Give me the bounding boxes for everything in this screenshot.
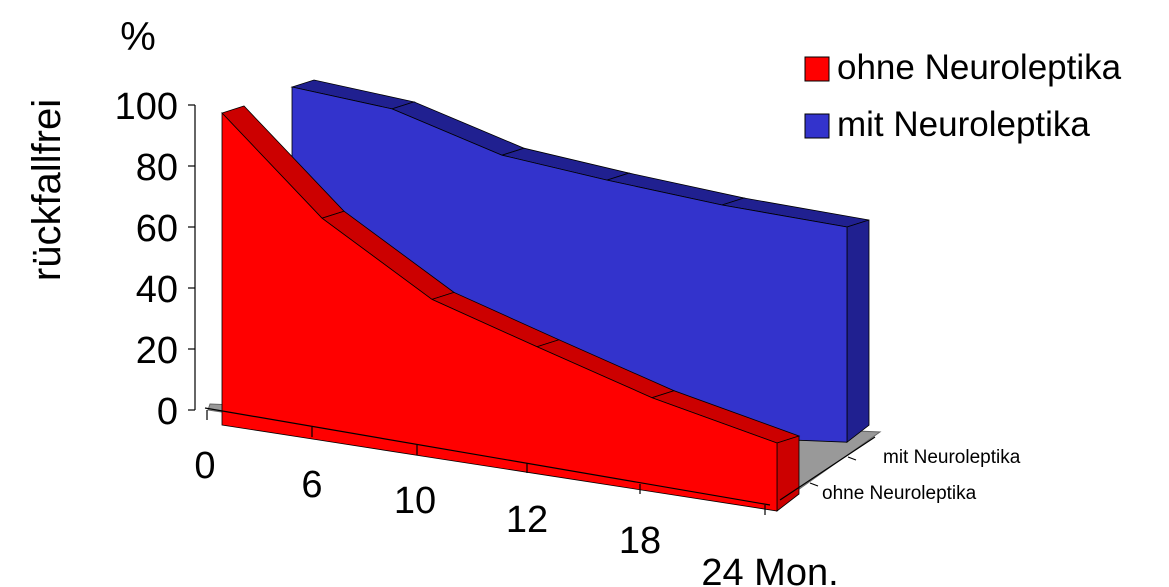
x-tick-label: 10 <box>394 480 436 522</box>
depth-tick-mark <box>809 482 819 487</box>
series-end-cap <box>846 219 870 444</box>
legend-swatch <box>804 113 830 139</box>
y-tick-label: 80 <box>136 147 178 189</box>
depth-axis-label: mit Neuroleptika <box>883 447 1021 468</box>
y-tick-label: 100 <box>115 86 178 128</box>
series-ohne-neuroleptika <box>221 105 801 512</box>
legend-label: ohne Neuroleptika <box>837 48 1122 87</box>
x-tick-label: 12 <box>506 499 548 541</box>
y-tick-label: 40 <box>136 269 178 311</box>
y-axis-title: rückfallfrei <box>25 99 69 281</box>
legend-label: mit Neuroleptika <box>837 105 1090 144</box>
y-tick-label: 20 <box>136 330 178 372</box>
series-front-layer <box>221 105 801 512</box>
x-tick-label: 0 <box>194 445 215 487</box>
series-front-face <box>221 111 778 512</box>
x-tick-label: 6 <box>301 464 322 506</box>
y-tick-label: 60 <box>136 208 178 250</box>
depth-axis-label: ohne Neuroleptika <box>822 483 977 504</box>
y-tick-label: 0 <box>157 391 178 433</box>
x-tick-label: 18 <box>619 520 661 562</box>
depth-tick-mark <box>847 456 857 461</box>
y-unit-label: % <box>120 15 156 59</box>
x-tick-label: 24 Mon. <box>701 552 838 587</box>
x-axis-line <box>204 407 771 506</box>
depth-axis-line <box>779 436 876 501</box>
legend: ohne Neuroleptika mit Neuroleptika <box>804 48 1122 144</box>
axes-layer: 0 20 40 60 80 100% rückfallfrei 0 6 10 12 18 24 Mon.… <box>25 15 1021 587</box>
legend-swatch <box>804 56 830 82</box>
